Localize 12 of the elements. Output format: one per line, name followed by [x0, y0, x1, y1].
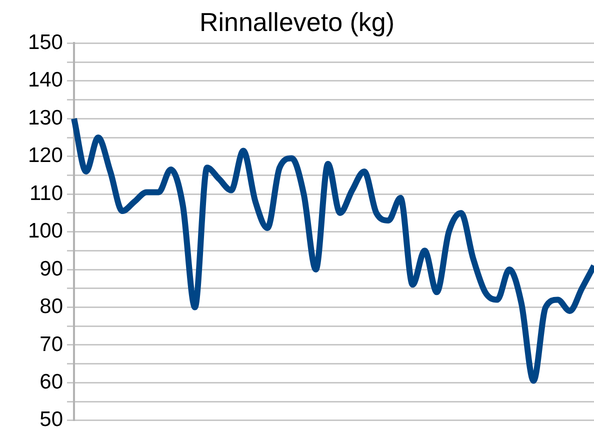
y-tick-label: 80: [40, 295, 63, 318]
y-tick-label: 150: [28, 30, 63, 54]
y-tick-label: 90: [40, 257, 63, 280]
y-tick-label: 60: [40, 370, 63, 394]
y-tick-label: 140: [28, 68, 63, 92]
y-tick-label: 70: [40, 332, 63, 356]
y-tick-label: 130: [28, 106, 63, 130]
y-tick-label: 110: [30, 182, 63, 205]
y-tick-label: 50: [40, 408, 63, 432]
y-tick-label: 100: [28, 220, 63, 243]
chart-title: Rinnalleveto (kg): [199, 6, 395, 37]
y-tick-label: 120: [28, 144, 63, 168]
